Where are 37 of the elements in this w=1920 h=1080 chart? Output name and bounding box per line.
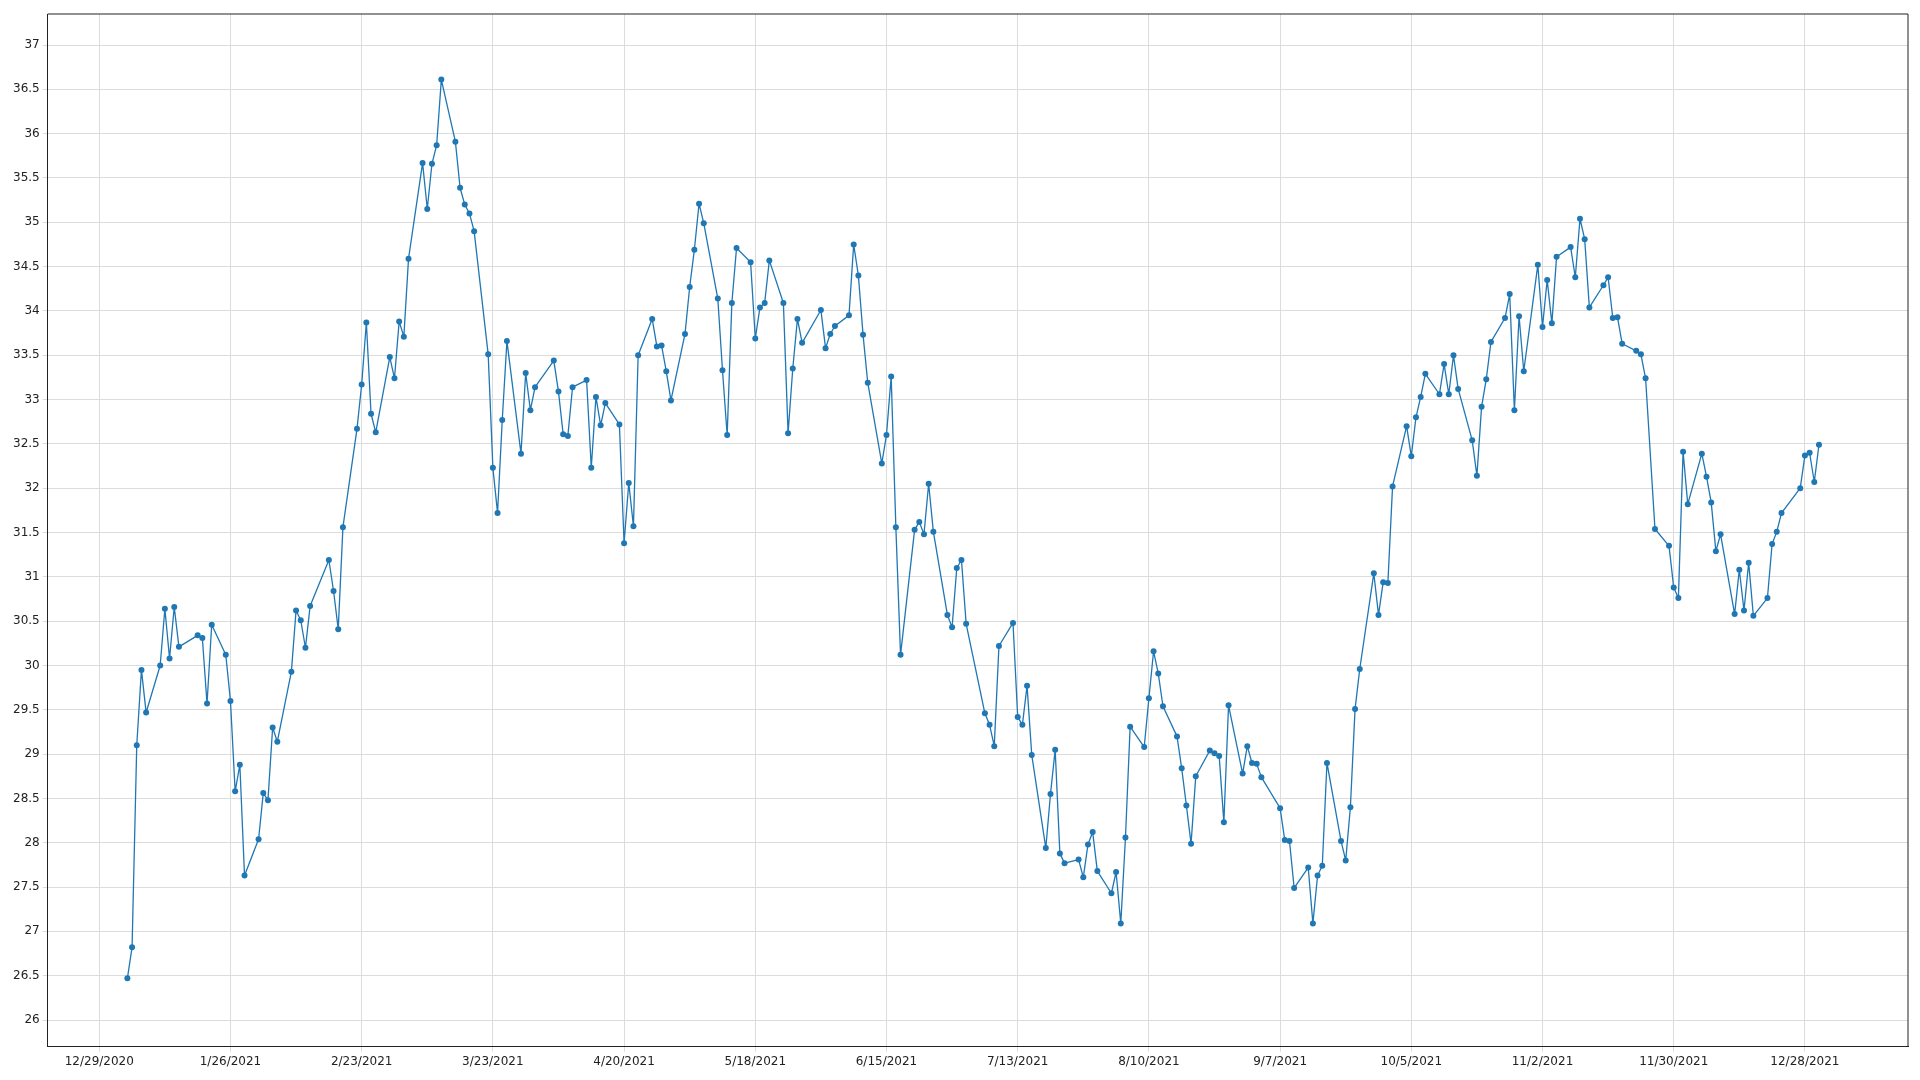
- y-tick-label: 35.5: [13, 170, 40, 185]
- y-tick-label: 31: [24, 568, 40, 583]
- y-tick-label: 36.5: [13, 81, 40, 96]
- x-tick-label: 12/29/2020: [64, 1053, 134, 1068]
- y-tick-label: 34.5: [13, 258, 40, 273]
- x-tick-label: 10/5/2021: [1380, 1053, 1443, 1068]
- x-tick-label: 9/7/2021: [1253, 1053, 1308, 1068]
- y-tick-label: 30: [24, 657, 40, 672]
- x-tick-label: 11/2/2021: [1511, 1053, 1574, 1068]
- y-tick-label: 28.5: [13, 790, 40, 805]
- x-tick-label: 8/10/2021: [1118, 1053, 1180, 1068]
- y-tick-label: 29: [24, 746, 40, 761]
- y-tick-label: 33: [24, 391, 40, 406]
- x-tick-label: 2/23/2021: [330, 1053, 393, 1068]
- y-tick-label: 28: [24, 834, 40, 849]
- x-tick-label: 12/28/2021: [1770, 1053, 1840, 1068]
- y-tick-label: 35: [24, 214, 40, 229]
- y-tick-label: 36: [24, 125, 40, 140]
- y-tick-label: 33.5: [13, 347, 40, 362]
- y-tick-label: 29.5: [13, 701, 40, 716]
- x-tick-label: 1/26/2021: [199, 1053, 262, 1068]
- y-tick-label: 34: [24, 303, 40, 318]
- y-tick-label: 32.5: [13, 436, 40, 451]
- y-tick-label: 37: [24, 37, 40, 52]
- y-tick-label: 27: [24, 923, 40, 938]
- y-tick-label: 31.5: [13, 524, 40, 539]
- x-tick-label: 5/18/2021: [724, 1053, 787, 1068]
- y-tick-label: 27.5: [13, 879, 40, 894]
- y-tick-label: 26.5: [13, 967, 40, 982]
- y-tick-label: 30.5: [13, 613, 40, 628]
- x-tick-label: 6/15/2021: [855, 1053, 918, 1068]
- y-tick-label: 26: [24, 1012, 40, 1027]
- x-tick-label: 7/13/2021: [986, 1053, 1049, 1068]
- x-tick-label: 11/30/2021: [1639, 1053, 1709, 1068]
- y-tick-label: 32: [24, 480, 40, 495]
- x-tick-label: 4/20/2021: [593, 1053, 655, 1068]
- x-tick-label: 3/23/2021: [462, 1053, 524, 1068]
